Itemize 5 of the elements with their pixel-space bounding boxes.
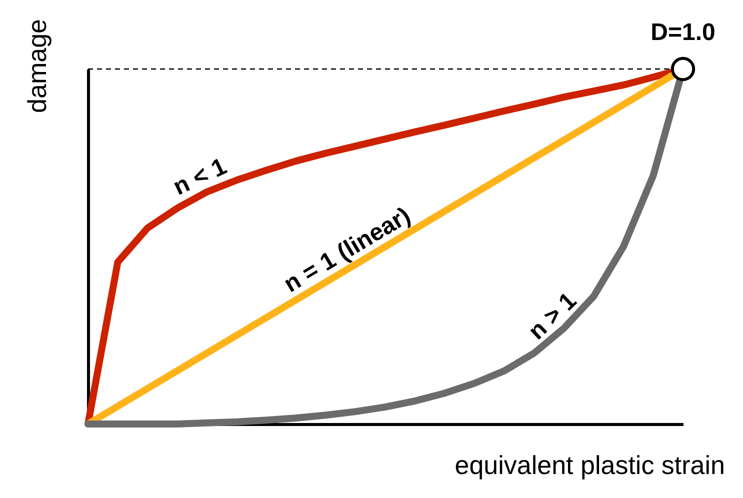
text: D=1.0 [650, 19, 716, 46]
x-axis-title: equivalent plastic strain [454, 450, 725, 480]
y-axis-title: damage [22, 19, 52, 113]
text: n < 1 [169, 152, 231, 201]
text: n > 1 [523, 287, 582, 346]
